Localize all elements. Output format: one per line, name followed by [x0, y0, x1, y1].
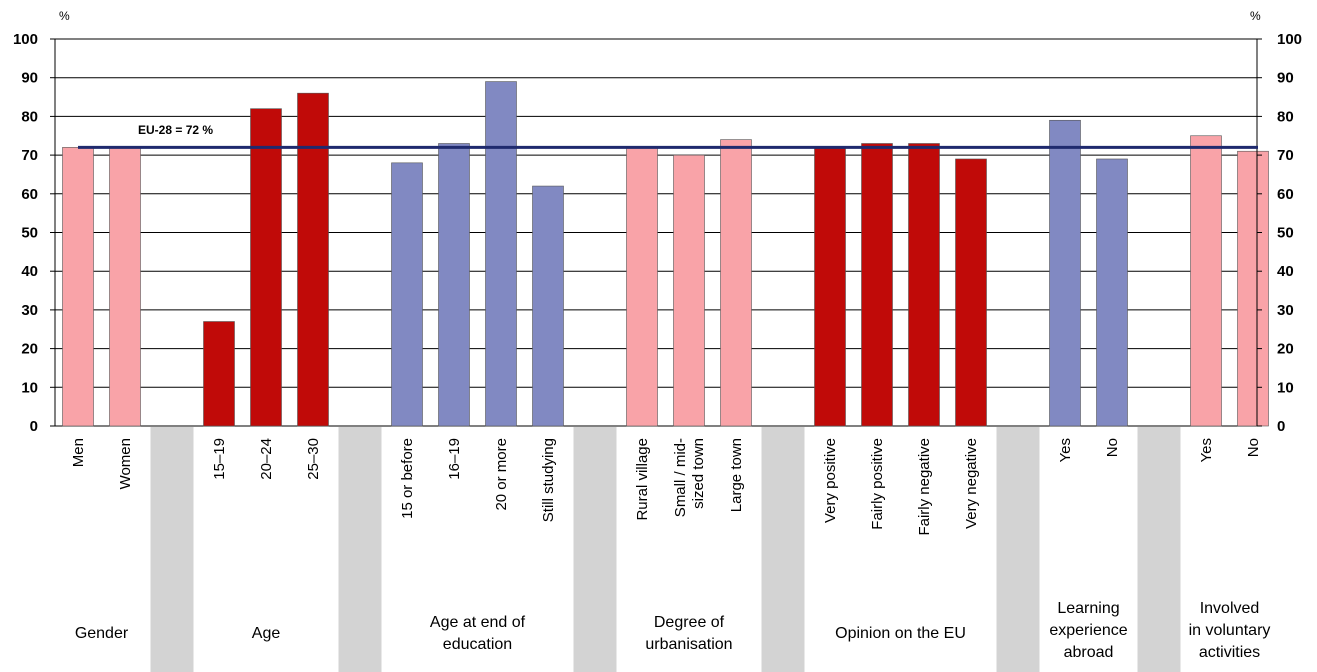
category-label: Still studying [540, 438, 557, 522]
y-tick-label-right: 80 [1277, 108, 1294, 125]
reference-line-label: EU-28 = 72 % [138, 123, 213, 137]
y-tick-label-left: 20 [21, 341, 38, 358]
bar [1190, 135, 1222, 427]
y-tick-label-left: 60 [21, 186, 38, 203]
category-label: Very positive [822, 438, 839, 523]
category-label: 16–19 [446, 438, 463, 480]
labels: 0 0 10 10 20 20 30 30 40 40 50 50 60 60 70 70 80 80 90 90 10… [13, 9, 1302, 661]
category-label: No [1245, 438, 1262, 457]
reference-line-group: EU-28 = 72 % [78, 123, 1258, 149]
y-tick-label-right: 30 [1277, 302, 1294, 319]
separator-band [1137, 427, 1181, 672]
category-label: Men [70, 438, 87, 467]
bar [908, 143, 940, 427]
category-label: Yes [1198, 438, 1215, 462]
category-label: Women [117, 438, 134, 489]
bar [391, 162, 423, 427]
category-label: Yes [1057, 438, 1074, 462]
bar [861, 143, 893, 427]
category-label: sized town [690, 438, 707, 509]
separator-band [761, 427, 805, 672]
bar [203, 321, 235, 427]
category-label: Fairly negative [916, 438, 933, 536]
category-label: Rural village [634, 438, 651, 521]
y-unit-label-right: % [1250, 9, 1261, 23]
y-tick-label-right: 70 [1277, 147, 1294, 164]
category-label: 15–19 [211, 438, 228, 480]
bar [720, 139, 752, 427]
group-label: abroad [1064, 644, 1114, 661]
y-tick-label-right: 50 [1277, 225, 1294, 242]
y-tick-label-right: 100 [1277, 31, 1302, 48]
y-tick-label-left: 70 [21, 147, 38, 164]
bar [626, 147, 658, 427]
group-label: activities [1199, 644, 1260, 661]
separator-bands [150, 427, 1181, 672]
bar [1049, 119, 1081, 427]
y-tick-label-left: 30 [21, 302, 38, 319]
bar [1237, 150, 1269, 427]
y-tick-label-left: 50 [21, 225, 38, 242]
category-label: No [1104, 438, 1121, 457]
bar [1096, 158, 1128, 427]
group-label: Gender [75, 625, 129, 642]
y-tick-label-left: 0 [30, 418, 38, 435]
separator-band [573, 427, 617, 672]
separator-band [338, 427, 382, 672]
y-unit-label-left: % [59, 9, 70, 23]
group-label: urbanisation [645, 636, 732, 653]
axes [50, 38, 1262, 427]
y-tick-label-left: 80 [21, 108, 38, 125]
bar [297, 92, 329, 427]
bar [532, 185, 564, 427]
group-label: Learning [1057, 600, 1119, 617]
category-label: Fairly positive [869, 438, 886, 530]
bar [485, 81, 517, 427]
y-tick-label-right: 20 [1277, 341, 1294, 358]
y-tick-label-left: 40 [21, 263, 38, 280]
bar [438, 143, 470, 427]
group-label: Age at end of [430, 614, 526, 631]
y-tick-label-left: 10 [21, 379, 38, 396]
y-tick-label-left: 90 [21, 70, 38, 87]
bar [250, 108, 282, 427]
group-label: Involved [1200, 600, 1260, 617]
y-tick-label-right: 40 [1277, 263, 1294, 280]
separator-band [996, 427, 1040, 672]
y-tick-label-right: 10 [1277, 379, 1294, 396]
category-label: 20–24 [258, 438, 275, 480]
group-label: education [443, 636, 512, 653]
group-label: Age [252, 625, 281, 642]
category-label: 25–30 [305, 438, 322, 480]
category-label: Small / mid- [672, 438, 689, 517]
category-label: Large town [728, 438, 745, 512]
bar [62, 147, 94, 427]
y-tick-label-right: 90 [1277, 70, 1294, 87]
group-label: Opinion on the EU [835, 625, 966, 642]
bar [814, 147, 846, 427]
category-label: 15 or before [399, 438, 416, 519]
y-tick-label-left: 100 [13, 31, 38, 48]
y-tick-label-right: 0 [1277, 418, 1285, 435]
bar [955, 158, 987, 427]
group-label: in voluntary [1189, 622, 1271, 639]
category-label: Very negative [963, 438, 980, 529]
group-label: Degree of [654, 614, 725, 631]
category-label: 20 or more [493, 438, 510, 511]
separator-band [150, 427, 194, 672]
bar [673, 154, 705, 427]
group-label: experience [1049, 622, 1127, 639]
bar [109, 147, 141, 427]
y-tick-label-right: 60 [1277, 186, 1294, 203]
